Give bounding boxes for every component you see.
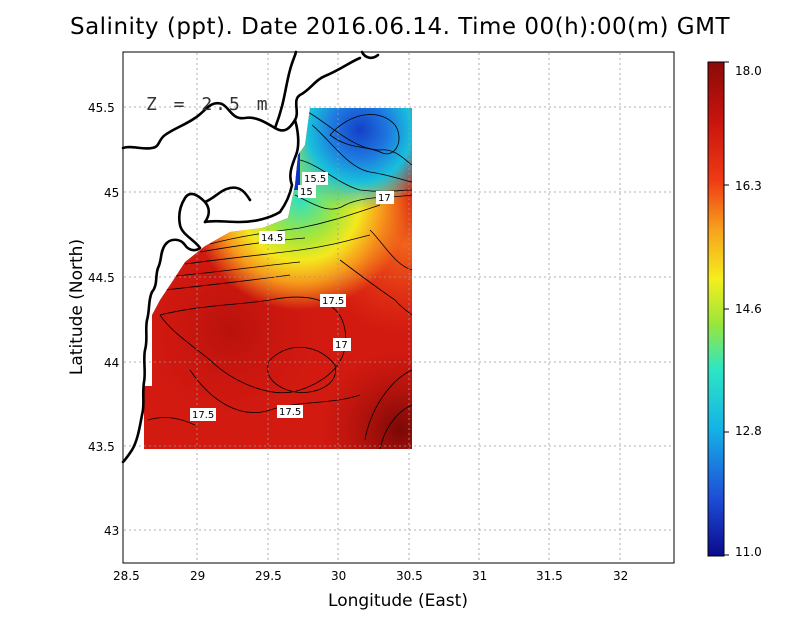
colorbar-label: 12.8 <box>735 424 762 438</box>
colorbar-ticks <box>724 61 729 556</box>
y-tick-label: 44 <box>104 356 119 370</box>
x-tick-label: 31 <box>472 569 487 583</box>
contour-label-text: 17.5 <box>192 410 214 421</box>
coastline <box>121 50 380 464</box>
contour-label-text: 14.5 <box>261 233 283 244</box>
contour-label-text: 17 <box>378 193 391 204</box>
contour-label: 17.5 <box>277 405 303 418</box>
y-tick-label: 45.5 <box>88 101 115 115</box>
x-tick-labels: 28.5 29 29.5 30 30.5 31 31.5 32 <box>113 569 628 583</box>
x-tick-label: 31.5 <box>536 569 563 583</box>
contour-labels: 15.5 15 17 14.5 17.5 17 17.5 17.5 <box>190 172 394 421</box>
contour-label: 15 <box>298 185 316 198</box>
y-tick-label: 45 <box>104 186 119 200</box>
x-tick-label: 29.5 <box>255 569 282 583</box>
contour-label-text: 17 <box>335 340 348 351</box>
contour-label-text: 15.5 <box>304 174 326 185</box>
x-tick-label: 28.5 <box>113 569 140 583</box>
y-axis-title: Latitude (North) <box>67 239 87 375</box>
colorbar-label: 14.6 <box>735 302 762 316</box>
colorbar <box>707 61 725 557</box>
contour-label-text: 15 <box>300 187 313 198</box>
colorbar-label: 11.0 <box>735 545 762 559</box>
colorbar-label: 16.3 <box>735 179 762 193</box>
contour-label: 14.5 <box>259 231 285 244</box>
colorbar-label: 18.0 <box>735 64 762 78</box>
grid <box>124 53 673 562</box>
x-tick-label: 30.5 <box>396 569 423 583</box>
x-tick-label: 32 <box>613 569 628 583</box>
depth-label: Z = 2.5 m <box>146 94 271 115</box>
y-tick-label: 44.5 <box>88 271 115 285</box>
contour-label: 17 <box>376 191 394 204</box>
x-axis-title: Longitude (East) <box>328 591 468 611</box>
colorbar-labels: 18.0 16.3 14.6 12.8 11.0 <box>735 64 762 559</box>
contour-label-text: 17.5 <box>322 296 344 307</box>
contour-label: 15.5 <box>302 172 328 185</box>
contour-label: 17.5 <box>190 408 216 421</box>
y-tick-label: 43.5 <box>88 440 115 454</box>
y-tick-labels: 43 43.5 44 44.5 45 45.5 <box>88 101 119 538</box>
contour-label: 17 <box>333 338 351 351</box>
x-tick-label: 29 <box>190 569 205 583</box>
plot-title: Salinity (ppt). Date 2016.06.14. Time 00… <box>69 14 731 40</box>
contour-label-text: 17.5 <box>279 407 301 418</box>
contour-label: 17.5 <box>320 294 346 307</box>
x-tick-label: 30 <box>331 569 346 583</box>
y-tick-label: 43 <box>104 524 119 538</box>
